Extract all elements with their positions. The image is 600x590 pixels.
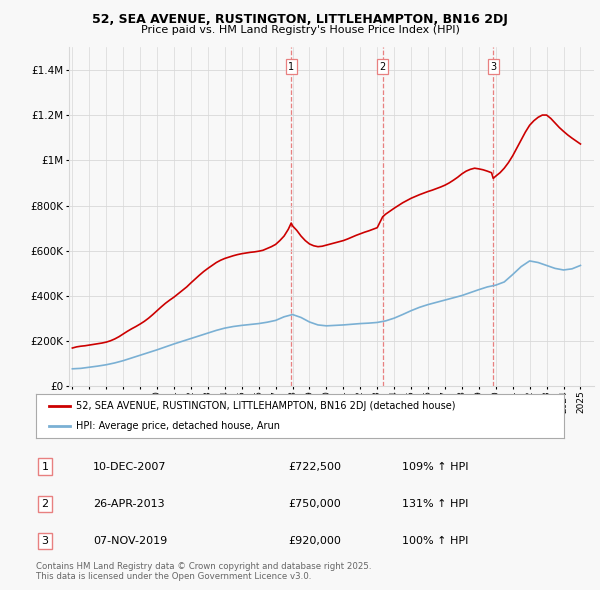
Text: Price paid vs. HM Land Registry's House Price Index (HPI): Price paid vs. HM Land Registry's House … — [140, 25, 460, 35]
Text: 109% ↑ HPI: 109% ↑ HPI — [402, 462, 469, 471]
Text: 26-APR-2013: 26-APR-2013 — [93, 499, 164, 509]
Text: £722,500: £722,500 — [288, 462, 341, 471]
Text: 1: 1 — [41, 462, 49, 471]
Text: £920,000: £920,000 — [288, 536, 341, 546]
Text: 3: 3 — [41, 536, 49, 546]
Text: Contains HM Land Registry data © Crown copyright and database right 2025.
This d: Contains HM Land Registry data © Crown c… — [36, 562, 371, 581]
Text: 131% ↑ HPI: 131% ↑ HPI — [402, 499, 469, 509]
Text: 52, SEA AVENUE, RUSTINGTON, LITTLEHAMPTON, BN16 2DJ: 52, SEA AVENUE, RUSTINGTON, LITTLEHAMPTO… — [92, 13, 508, 26]
Text: HPI: Average price, detached house, Arun: HPI: Average price, detached house, Arun — [76, 421, 280, 431]
Text: 100% ↑ HPI: 100% ↑ HPI — [402, 536, 469, 546]
Text: 3: 3 — [490, 62, 496, 72]
Text: 52, SEA AVENUE, RUSTINGTON, LITTLEHAMPTON, BN16 2DJ (detached house): 52, SEA AVENUE, RUSTINGTON, LITTLEHAMPTO… — [76, 401, 455, 411]
Text: 10-DEC-2007: 10-DEC-2007 — [93, 462, 167, 471]
Text: 07-NOV-2019: 07-NOV-2019 — [93, 536, 167, 546]
Text: 2: 2 — [380, 62, 386, 72]
Text: £750,000: £750,000 — [288, 499, 341, 509]
Text: 1: 1 — [288, 62, 294, 72]
Text: 2: 2 — [41, 499, 49, 509]
